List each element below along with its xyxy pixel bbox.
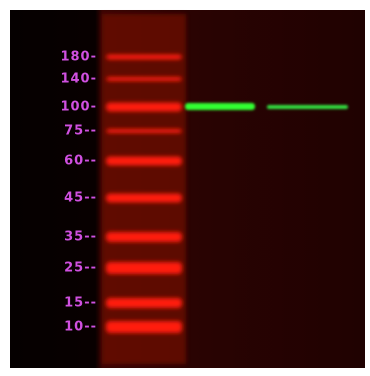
ladder-band — [106, 103, 182, 112]
ladder-band — [106, 77, 182, 81]
marker-label: 140- — [60, 72, 97, 87]
ladder-band — [106, 194, 182, 203]
marker-label: 60-- — [64, 154, 97, 169]
ladder-band — [106, 157, 182, 166]
ladder-band — [106, 298, 182, 308]
marker-label: 180- — [60, 50, 97, 65]
marker-label: 75-- — [64, 124, 97, 139]
marker-label: 15-- — [64, 296, 97, 311]
marker-label: 10-- — [64, 320, 97, 335]
ladder-band — [106, 262, 182, 274]
band-lane-2 — [267, 105, 348, 109]
ladder-band — [106, 129, 182, 133]
ladder-band — [106, 55, 182, 60]
ladder-band — [106, 321, 182, 333]
band-lane-1 — [185, 103, 255, 110]
blot-image: 180- 140- 100- 75-- 60-- 45-- 35-- 25-- 15-- 10-- — [0, 0, 370, 376]
ladder-band — [106, 232, 182, 242]
marker-label: 35-- — [64, 230, 97, 245]
ladder-lane — [102, 14, 186, 364]
marker-label: 45-- — [64, 191, 97, 206]
marker-label: 100- — [60, 100, 97, 115]
marker-label: 25-- — [64, 261, 97, 276]
